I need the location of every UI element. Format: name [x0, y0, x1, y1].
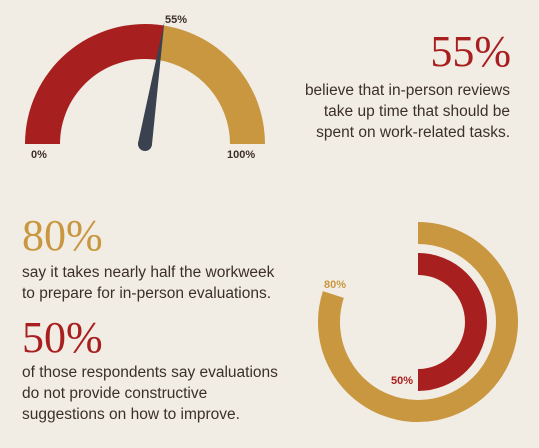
stat2-line: say it takes nearly half the workweek: [22, 264, 275, 281]
stat3-line: do not provide constructive: [22, 385, 208, 402]
stat2-value: 80%: [22, 211, 103, 260]
gauge-needle-hub: [138, 137, 152, 151]
stat1-line: spent on work-related tasks.: [316, 124, 510, 141]
gauge-needle: [138, 21, 165, 146]
stat1-line: take up time that should be: [323, 103, 510, 120]
radial-label-50: 50%: [391, 375, 414, 387]
gauge-min-label: 0%: [31, 149, 47, 161]
stat1-value: 55%: [430, 27, 511, 76]
stat2-line: to prepare for in-person evaluations.: [22, 285, 272, 302]
stat1-description: believe that in-person reviews take up t…: [305, 80, 510, 143]
radial-label-80: 80%: [324, 279, 347, 291]
stat3-value: 50%: [22, 313, 103, 362]
gauge-value-label: 55%: [165, 14, 188, 26]
stat2-description: say it takes nearly half the workweek to…: [22, 262, 274, 304]
gauge-max-label: 100%: [227, 149, 256, 161]
gauge-red-arc: [25, 24, 164, 144]
stat3-line: of those respondents say evaluations: [22, 364, 278, 381]
radial-bar-50: [417, 253, 487, 391]
stat3-description: of those respondents say evaluations do …: [22, 362, 278, 425]
stat3-line: suggestions on how to improve.: [22, 406, 240, 423]
stat1-line: believe that in-person reviews: [304, 82, 510, 99]
radial-bar-80: [318, 222, 518, 422]
gauge-gold-arc: [158, 25, 266, 144]
